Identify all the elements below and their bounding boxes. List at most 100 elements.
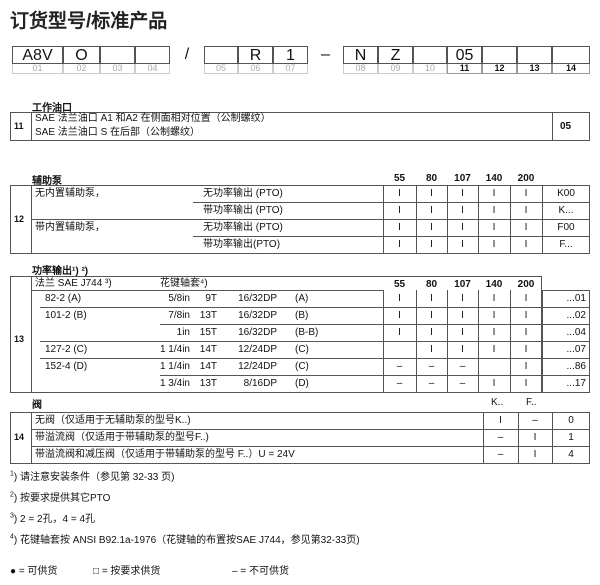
rule — [383, 307, 590, 308]
code-box-07: 1 — [273, 46, 308, 64]
availability-mark: I — [430, 188, 433, 199]
code-box-11: 05 — [447, 46, 482, 64]
sec11-line: SAE 法兰油口 A1 和A2 在侧面相对位置（公制螺纹） — [35, 113, 271, 124]
footnote-number: 1 — [10, 470, 14, 478]
footnote: 3) 2 = 2孔，4 = 4孔 — [10, 510, 95, 525]
rule — [31, 446, 590, 447]
code-box-12 — [482, 46, 517, 64]
availability-mark: I — [461, 205, 464, 216]
availability-mark: I — [533, 432, 537, 443]
footnote-text: ) 按要求提供其它PTO — [13, 493, 111, 504]
availability-mark: – — [497, 432, 504, 443]
availability-mark: I — [398, 188, 401, 199]
rule — [383, 236, 590, 237]
availability-mark: I — [499, 415, 502, 426]
size-header: 55 — [393, 279, 406, 290]
availability-mark: I — [524, 293, 528, 304]
size-header: 200 — [517, 279, 535, 290]
sec12-code: K... — [558, 205, 574, 216]
spline-pitch: 12/24DP — [238, 344, 277, 355]
availability-mark: I — [398, 239, 401, 250]
spline-size: (C) — [295, 361, 309, 372]
spline-pitch: 12/24DP — [238, 361, 277, 372]
sec14-code: 4 — [568, 449, 574, 460]
availability-mark: I — [492, 378, 496, 389]
availability-mark: I — [398, 293, 401, 304]
spline-diameter: 5/8in — [168, 293, 190, 304]
code-position-label: 09 — [378, 64, 413, 74]
availability-mark: I — [492, 310, 496, 321]
availability-mark: I — [398, 310, 401, 321]
size-header: 80 — [425, 279, 438, 290]
footnote-text: ) 2 = 2孔，4 = 4孔 — [13, 514, 96, 525]
sec14-title: 阀 — [32, 400, 42, 411]
availability-mark: – — [497, 449, 504, 460]
legend-not-available: – = 不可供货 — [232, 566, 289, 577]
valve-option: 带溢流阀（仅适用于带辅助泵的型号F..) — [35, 432, 209, 443]
sec12-pto: 带功率输出(PTO) — [203, 239, 281, 250]
size-header: 80 — [425, 173, 438, 184]
rule — [518, 412, 519, 464]
size-header: 200 — [517, 173, 535, 184]
sec12-code: F00 — [557, 222, 575, 233]
sec13-table — [10, 276, 542, 393]
spline-pitch: 16/32DP — [238, 327, 277, 338]
size-header: 55 — [393, 173, 406, 184]
rule — [160, 324, 383, 325]
availability-mark: I — [492, 222, 496, 233]
availability-mark: I — [398, 327, 401, 338]
rule — [31, 112, 32, 141]
rule — [383, 358, 590, 359]
sec13-code: ...07 — [566, 344, 586, 355]
sec12-pto: 无功率输出 (PTO) — [203, 222, 283, 233]
availability-mark: I — [524, 378, 528, 389]
code-box-01: A8V — [12, 46, 63, 64]
size-header: 107 — [454, 173, 471, 184]
sec12-code: F... — [559, 239, 573, 250]
spline-teeth: 14T — [199, 361, 217, 372]
flange: 101-2 (B) — [45, 310, 87, 321]
rule — [483, 412, 484, 464]
rule — [552, 412, 553, 464]
availability-mark: I — [461, 188, 464, 199]
spline-teeth: 9T — [205, 293, 217, 304]
sec12-pto: 无功率输出 (PTO) — [203, 188, 283, 199]
code-box-06: R — [238, 46, 273, 64]
sec13-code: ...17 — [566, 378, 586, 389]
sec14-table — [10, 412, 590, 464]
availability-mark: I — [398, 205, 401, 216]
code-position-label: 01 — [12, 64, 63, 74]
availability-mark: I — [461, 239, 464, 250]
rule — [31, 429, 590, 430]
code-position-label: 10 — [413, 64, 447, 74]
code-position-label: 04 — [135, 64, 170, 74]
rule — [40, 307, 383, 308]
code-position-label: 02 — [63, 64, 100, 74]
spline-teeth: 14T — [199, 344, 217, 355]
sec11-num: 11 — [14, 121, 24, 131]
availability-mark: I — [492, 205, 496, 216]
code-position-label: 14 — [552, 64, 590, 74]
sec11-line: SAE 法兰油口 S 在后部（公制螺纹） — [35, 127, 201, 138]
code-box-separator: – — [321, 46, 330, 63]
sec13-code: ...01 — [566, 293, 586, 304]
rule — [383, 375, 590, 376]
availability-mark: I — [398, 222, 401, 233]
code-box-02: O — [63, 46, 100, 64]
sec12-pto: 带功率输出 (PTO) — [203, 205, 283, 216]
sec13-code: ...86 — [566, 361, 586, 372]
sec12-group: 带内置辅助泵， — [35, 222, 105, 233]
availability-mark: I — [524, 344, 528, 355]
code-position-label: 07 — [273, 64, 308, 74]
rule — [193, 236, 383, 237]
col-spline: 花键轴套⁴) — [160, 278, 208, 289]
sec14-code: 0 — [568, 415, 574, 426]
sec12-code: K00 — [557, 188, 575, 199]
availability-mark: I — [524, 205, 528, 216]
valve-col-header: K.. — [491, 397, 504, 408]
code-box-13 — [517, 46, 552, 64]
availability-mark: I — [461, 327, 464, 338]
sec11-code: 05 — [560, 121, 572, 132]
code-box-separator: / — [184, 46, 190, 63]
rule — [31, 219, 383, 220]
